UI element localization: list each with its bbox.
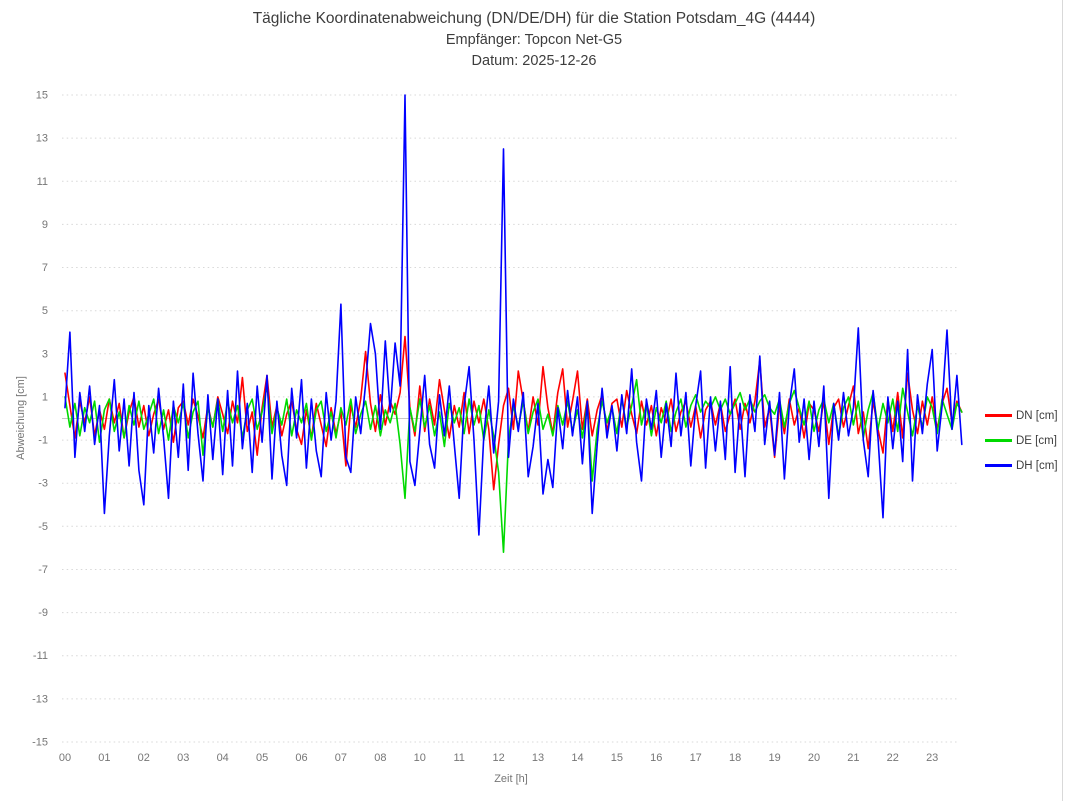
x-tick-label: 03 — [177, 752, 189, 764]
x-tick-label: 18 — [729, 752, 741, 764]
x-tick-label: 21 — [847, 752, 859, 764]
x-tick-label: 12 — [492, 752, 504, 764]
legend-swatch-de — [985, 439, 1012, 442]
y-tick-label: 1 — [42, 391, 48, 403]
x-tick-label: 07 — [335, 752, 347, 764]
y-tick-label: -13 — [32, 693, 48, 705]
chart-subtitle-receiver: Empfänger: Topcon Net-G5 — [445, 32, 623, 48]
x-tick-label: 14 — [571, 752, 583, 764]
x-tick-label: 08 — [374, 752, 386, 764]
y-tick-label: -3 — [38, 478, 48, 490]
y-tick-label: 15 — [36, 90, 48, 102]
y-tick-label: 11 — [37, 176, 48, 188]
x-tick-label: 04 — [217, 752, 229, 764]
x-tick-label: 22 — [887, 752, 899, 764]
right-border-line — [1062, 0, 1063, 801]
x-axis-title: Zeit [h] — [494, 773, 528, 785]
legend-swatch-dh — [985, 464, 1012, 467]
y-tick-label: 3 — [42, 348, 48, 360]
x-tick-label: 17 — [690, 752, 702, 764]
y-tick-label: -1 — [38, 435, 48, 447]
y-tick-label: 5 — [42, 305, 48, 317]
y-tick-label: -5 — [38, 521, 48, 533]
x-tick-label: 10 — [414, 752, 426, 764]
x-tick-label: 05 — [256, 752, 268, 764]
x-tick-label: 01 — [98, 752, 110, 764]
x-tick-label: 13 — [532, 752, 544, 764]
x-tick-label: 02 — [138, 752, 150, 764]
legend-item-dh: DH [cm] — [985, 453, 1058, 478]
chart-subtitle-date: Datum: 2025-12-26 — [471, 53, 597, 69]
legend-swatch-dn — [985, 414, 1012, 417]
x-tick-label: 19 — [768, 752, 780, 764]
chart-title: Tägliche Koordinatenabweichung (DN/DE/DH… — [252, 10, 816, 27]
axis-labels: 15 13 11 9 7 5 3 1 -1 -3 -5 -7 -9 -11 -13 -15 00 01 02 03 04… — [15, 90, 938, 786]
y-tick-label: -9 — [38, 607, 48, 619]
legend: DN [cm] DE [cm] DH [cm] — [985, 403, 1058, 478]
y-tick-label: 9 — [42, 219, 48, 231]
legend-label: DN [cm] — [1016, 409, 1058, 422]
x-tick-label: 16 — [650, 752, 662, 764]
series-lines — [64, 94, 963, 554]
gridlines — [62, 94, 958, 743]
legend-item-dn: DN [cm] — [985, 403, 1058, 428]
x-tick-label: 23 — [926, 752, 938, 764]
y-tick-label: -7 — [38, 564, 48, 576]
x-tick-label: 15 — [611, 752, 623, 764]
legend-label: DE [cm] — [1016, 434, 1057, 447]
y-tick-label: 13 — [36, 133, 48, 145]
y-tick-label: -11 — [33, 650, 48, 662]
legend-item-de: DE [cm] — [985, 428, 1058, 453]
legend-label: DH [cm] — [1016, 459, 1058, 472]
y-axis-title: Abweichung [cm] — [15, 376, 27, 460]
x-tick-label: 00 — [59, 752, 71, 764]
x-tick-label: 20 — [808, 752, 820, 764]
chart-header: Tägliche Koordinatenabweichung (DN/DE/DH… — [0, 8, 1068, 72]
y-tick-label: -15 — [32, 737, 48, 749]
x-tick-label: 11 — [453, 752, 464, 764]
x-tick-label: 06 — [295, 752, 307, 764]
y-tick-label: 7 — [42, 262, 48, 274]
series-line-dh — [64, 94, 963, 536]
